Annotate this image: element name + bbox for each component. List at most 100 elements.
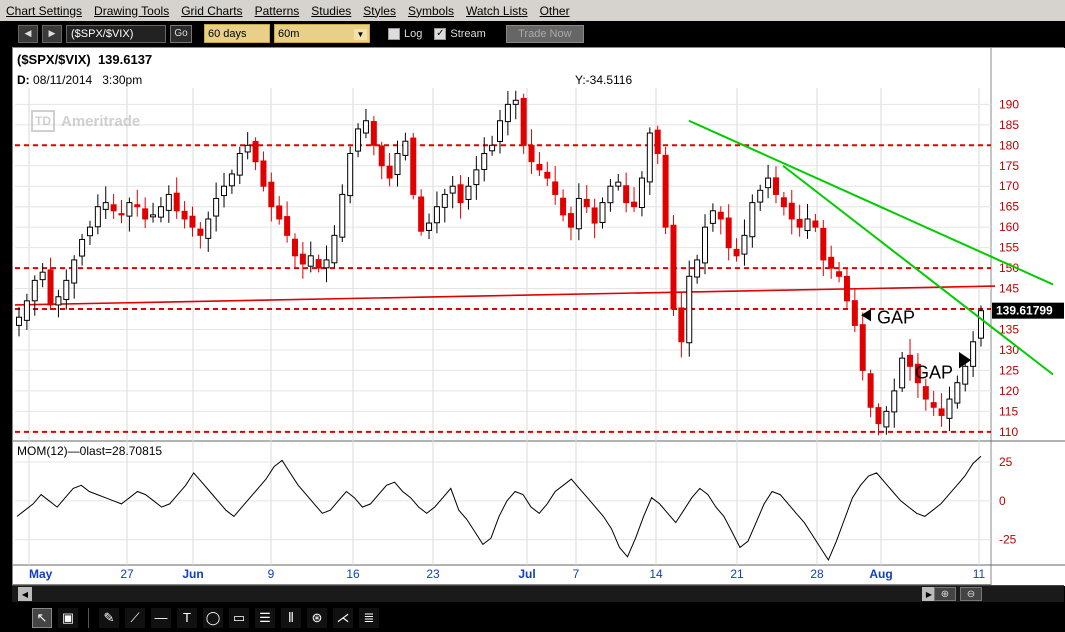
rectangle-tool-icon[interactable]: ▭ [229, 607, 249, 628]
chart-toolbar: ◀ ▶ Go 60 days 60m ▼ Log ✓ Stream Trade … [0, 21, 1065, 46]
zoom-out-icon[interactable]: ⊖ [960, 587, 982, 601]
candle-body [828, 256, 835, 269]
x-tick-label: May [29, 567, 53, 581]
forward-icon[interactable]: ▶ [42, 24, 62, 43]
log-checkbox-box[interactable] [388, 27, 400, 40]
price-tick-label: 185 [999, 118, 1019, 132]
chevron-down-icon: ▼ [354, 29, 367, 40]
logo-name: Ameritrade [61, 112, 141, 130]
select-tool-icon[interactable]: ▣ [58, 607, 78, 628]
candle-body [213, 198, 220, 217]
momentum-tick-label: 0 [999, 494, 1006, 508]
current-price-tag [992, 302, 1064, 319]
scroll-right-icon[interactable]: ▶ [922, 587, 936, 601]
menu-drawing-tools[interactable]: Drawing Tools [94, 3, 170, 18]
menu-watch-lists[interactable]: Watch Lists [466, 3, 528, 18]
candle-body [678, 307, 685, 343]
log-checkbox[interactable]: Log [388, 27, 422, 40]
candle-body [86, 226, 93, 237]
x-tick-label: 14 [649, 567, 663, 581]
chart-area[interactable]: May 27 Jun 9 16 23 Jul 7 14 21 28 Aug 11 110 115 120 125… [12, 47, 1065, 586]
candle-body [418, 196, 425, 232]
candle-body [709, 210, 716, 224]
candle-body [741, 234, 748, 255]
candle-body [63, 279, 70, 301]
momentum-name: MOM(12) [17, 444, 68, 458]
chart-last-value: 139.6137 [97, 52, 153, 67]
candle-body [189, 215, 196, 228]
price-tick-label: 110 [999, 425, 1018, 439]
drawing-toolbar: ↖ ▣ ✎ ⟋ — T ◯ ▭ ☰ ⦀ ⊛ ⋌ ≣ [0, 603, 1065, 632]
candle-body [449, 185, 456, 194]
candle-body [528, 145, 535, 163]
candle-body [307, 255, 314, 267]
price-tick-label: 145 [999, 282, 1019, 296]
candle-body [489, 144, 496, 152]
zoom-in-icon[interactable]: ⊕ [934, 587, 956, 601]
candle-body [646, 132, 653, 183]
candle-body [228, 173, 235, 187]
menu-other[interactable]: Other [539, 3, 570, 18]
speed-lines-tool-icon[interactable]: ⊛ [307, 607, 327, 628]
candle-body [638, 177, 645, 208]
candle-body [504, 103, 511, 123]
fan-tool-icon[interactable]: ⋌ [333, 607, 353, 628]
x-tick-label: 21 [730, 567, 744, 581]
candle-body [733, 248, 740, 257]
menu-symbols[interactable]: Symbols [407, 3, 454, 18]
candle-body [599, 202, 606, 224]
range-select[interactable]: 60 days [204, 24, 270, 43]
candle-body [725, 217, 732, 249]
trendline-tool-icon[interactable]: ⟋ [125, 607, 145, 628]
toolbar-divider [88, 607, 89, 628]
menu-grid-charts[interactable]: Grid Charts [181, 3, 243, 18]
interval-select[interactable]: 60m ▼ [274, 24, 370, 43]
gap-label: GAP [915, 363, 953, 383]
candle-body [560, 197, 567, 216]
x-tick-label: 9 [268, 567, 275, 581]
momentum-tick-label: 25 [999, 455, 1013, 469]
momentum-last: last=28.70815 [86, 444, 163, 458]
check-icon[interactable]: ✓ [434, 27, 447, 40]
stream-checkbox[interactable]: ✓ Stream [434, 27, 486, 40]
price-tick-label: 155 [999, 241, 1019, 255]
candle-body [433, 206, 440, 224]
pencil-tool-icon[interactable]: ✎ [99, 607, 119, 628]
candle-body [914, 363, 921, 384]
menu-studies[interactable]: Studies [311, 3, 352, 18]
menu-patterns[interactable]: Patterns [254, 3, 300, 18]
scroll-left-icon[interactable]: ◀ [18, 587, 32, 601]
x-tick-label: 27 [120, 567, 134, 581]
fibonacci-tool-icon[interactable]: ☰ [255, 607, 275, 628]
candle-body [181, 210, 188, 220]
trade-now-button[interactable]: Trade Now [505, 24, 584, 43]
candle-body [142, 208, 149, 220]
candle-body [765, 177, 772, 189]
td-logo-icon: TD [31, 110, 55, 132]
back-icon[interactable]: ◀ [18, 24, 38, 43]
channel-tool-icon[interactable]: ≣ [359, 607, 379, 628]
candle-body [347, 152, 354, 197]
horizontal-scrollbar[interactable]: ◀ ▶ ⊕ ⊖ [12, 585, 1064, 602]
menu-chart-settings[interactable]: Chart Settings [6, 3, 83, 18]
ellipse-tool-icon[interactable]: ◯ [203, 607, 223, 628]
candle-body [843, 275, 850, 302]
horizontal-line-tool-icon[interactable]: — [151, 607, 171, 628]
candle-body [47, 269, 54, 306]
gann-tool-icon[interactable]: ⦀ [281, 607, 301, 628]
text-tool-icon[interactable]: T [177, 607, 197, 628]
menu-styles[interactable]: Styles [363, 3, 396, 18]
symbol-input[interactable] [66, 24, 166, 43]
go-button[interactable]: Go [170, 24, 192, 43]
candle-body [702, 226, 709, 264]
candle-body [331, 234, 338, 264]
candle-body [788, 202, 795, 220]
candle-body [757, 189, 764, 203]
cursor-tool-icon[interactable]: ↖ [32, 607, 52, 628]
stream-checkbox-label: Stream [450, 27, 486, 40]
candle-body [473, 169, 480, 186]
candle-body [867, 373, 874, 408]
candle-body [962, 365, 969, 385]
candle-body [946, 398, 953, 419]
price-chart[interactable]: May 27 Jun 9 16 23 Jul 7 14 21 28 Aug 11 110 115 120 125… [13, 48, 1065, 586]
